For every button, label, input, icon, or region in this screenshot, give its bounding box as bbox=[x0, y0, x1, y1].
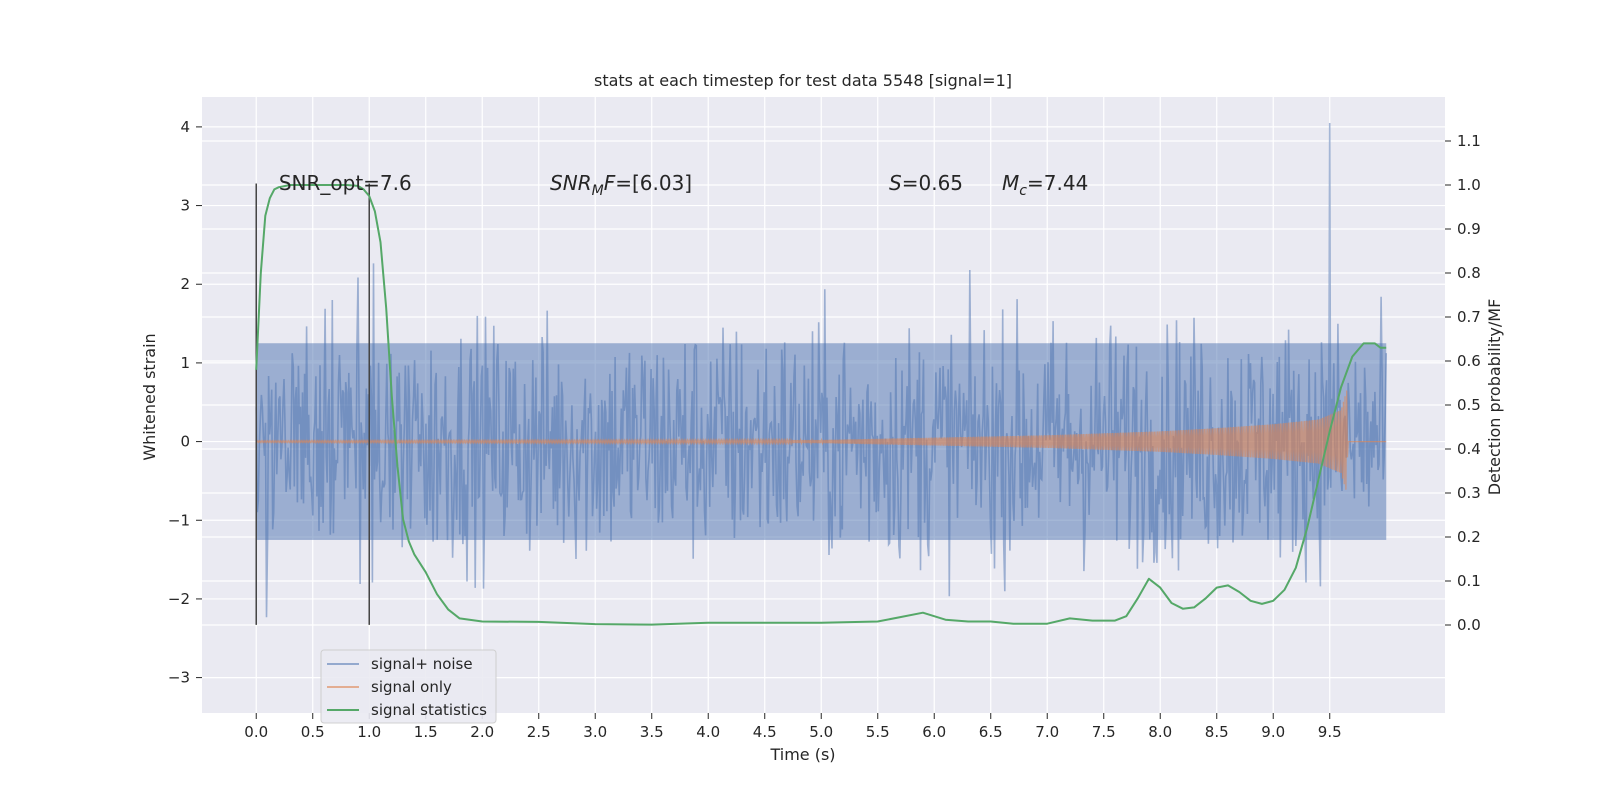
legend-label-signal-noise: signal+ noise bbox=[371, 655, 473, 673]
legend-box bbox=[320, 649, 497, 724]
statistics-line bbox=[255, 184, 1387, 626]
y2-tick-label: 1.0 bbox=[1457, 176, 1481, 194]
y-tick-label: 3 bbox=[180, 197, 190, 215]
series-signal-only bbox=[255, 390, 1387, 490]
y-tick-label: −1 bbox=[168, 511, 190, 529]
x-tick-label: 6.0 bbox=[922, 723, 946, 741]
y2-tick-label: 0.0 bbox=[1457, 616, 1481, 634]
annotations: SNR_opt=7.6 SNRMF=[6.03] S=0.65 Mc=7.44 bbox=[279, 171, 1088, 199]
y-tick-label: 1 bbox=[180, 354, 190, 372]
x-tick-label: 1.5 bbox=[414, 723, 438, 741]
x-tick-label: 9.5 bbox=[1318, 723, 1342, 741]
legend-label-signal-statistics: signal statistics bbox=[371, 701, 487, 719]
legend: signal+ noise signal only signal statist… bbox=[320, 649, 497, 724]
x-tick-label: 8.5 bbox=[1205, 723, 1229, 741]
x-tick-label: 7.5 bbox=[1092, 723, 1116, 741]
y2-tick-label: 0.3 bbox=[1457, 484, 1481, 502]
x-tick-label: 7.0 bbox=[1035, 723, 1059, 741]
y-tick-label: 0 bbox=[180, 433, 190, 451]
y-tick-label: −3 bbox=[168, 669, 190, 687]
signal-trace bbox=[255, 390, 1387, 490]
y2-tick-label: 0.1 bbox=[1457, 572, 1481, 590]
x-tick-label: 0.5 bbox=[301, 723, 325, 741]
y-axis-label: Whitened strain bbox=[140, 333, 159, 460]
y2-tick-label: 0.9 bbox=[1457, 220, 1481, 238]
y2-tick-label: 0.5 bbox=[1457, 396, 1481, 414]
x-tick-label: 4.0 bbox=[696, 723, 720, 741]
annotation-text: SNR_opt=7.6 bbox=[279, 171, 412, 195]
y2-tick-label: 0.7 bbox=[1457, 308, 1481, 326]
y2-tick-label: 0.2 bbox=[1457, 528, 1481, 546]
axis-ticks: 0.0 0.5 1.0 1.5 2.0 2.5 3.0 3.5 4.0 4.5 5.0 5.5 6.0 6… bbox=[168, 118, 1481, 741]
y-tick-label: −2 bbox=[168, 590, 190, 608]
x-tick-label: 0.0 bbox=[244, 723, 268, 741]
x-tick-label: 3.5 bbox=[640, 723, 664, 741]
y2-tick-label: 0.4 bbox=[1457, 440, 1481, 458]
annotation-text: Mc=7.44 bbox=[1002, 171, 1088, 199]
x-tick-label: 8.0 bbox=[1148, 723, 1172, 741]
x-tick-label: 6.5 bbox=[979, 723, 1003, 741]
x-tick-label: 2.0 bbox=[470, 723, 494, 741]
x-tick-label: 4.5 bbox=[753, 723, 777, 741]
legend-label-signal-only: signal only bbox=[371, 678, 452, 696]
chart-title: stats at each timestep for test data 554… bbox=[594, 71, 1012, 90]
x-tick-label: 1.0 bbox=[357, 723, 381, 741]
noise-trace bbox=[255, 122, 1387, 618]
annotation-text: SNRMF=[6.03] bbox=[550, 171, 692, 199]
x-tick-label: 2.5 bbox=[527, 723, 551, 741]
y2-axis-label: Detection probability/MF bbox=[1485, 299, 1504, 496]
y-tick-label: 4 bbox=[180, 118, 190, 136]
series-signal-statistics bbox=[255, 184, 1387, 626]
x-tick-label: 9.0 bbox=[1261, 723, 1285, 741]
y2-tick-label: 1.1 bbox=[1457, 132, 1481, 150]
x-tick-label: 5.0 bbox=[809, 723, 833, 741]
y2-tick-label: 0.8 bbox=[1457, 264, 1481, 282]
y2-tick-label: 0.6 bbox=[1457, 352, 1481, 370]
x-axis-label: Time (s) bbox=[769, 745, 835, 764]
y-tick-label: 2 bbox=[180, 275, 190, 293]
annotation-text: S=0.65 bbox=[889, 171, 963, 195]
window-markers bbox=[255, 183, 370, 625]
x-tick-label: 3.0 bbox=[583, 723, 607, 741]
x-tick-label: 5.5 bbox=[866, 723, 890, 741]
